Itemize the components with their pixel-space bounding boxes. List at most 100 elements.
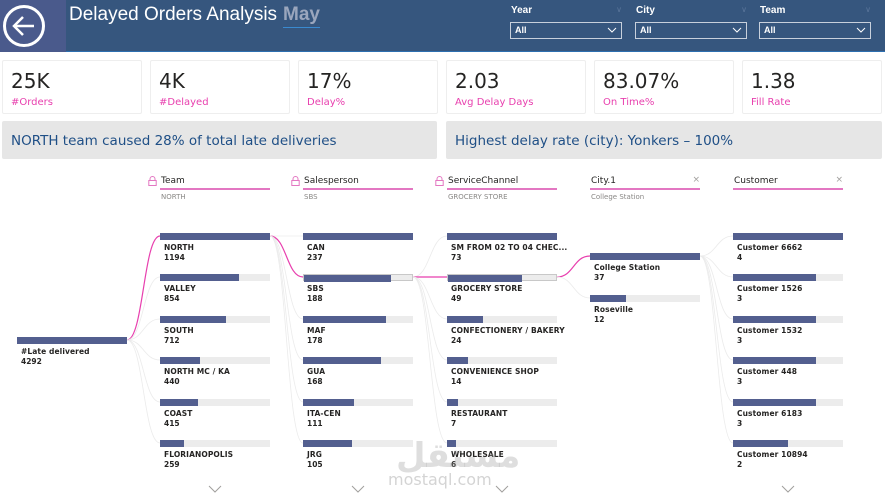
tree-node[interactable]: FLORIANOPOLIS 259 <box>160 440 270 476</box>
chevron-down-icon[interactable]: ∨ <box>616 5 622 14</box>
tree-node[interactable]: Customer 1532 3 <box>733 316 843 352</box>
bar-fill <box>160 357 201 364</box>
tree-node[interactable]: SM FROM 02 TO 04 CHEC... 73 <box>447 233 567 269</box>
back-button[interactable] <box>3 5 45 47</box>
chevron-down-icon[interactable] <box>208 479 222 493</box>
link <box>412 276 448 444</box>
close-icon[interactable]: × <box>835 175 843 185</box>
slicer-value: All <box>764 25 776 35</box>
node-label: Customer 1526 <box>737 284 803 293</box>
tree-level-underline <box>733 188 843 190</box>
lock-icon <box>148 176 157 186</box>
bar-fill <box>303 440 352 447</box>
tree-node[interactable]: Customer 6662 4 <box>733 233 843 269</box>
node-label: SM FROM 02 TO 04 CHEC... <box>451 243 568 252</box>
bar-fill <box>160 274 239 281</box>
city-dropdown[interactable]: All <box>635 22 747 39</box>
tree-node[interactable]: JRG 105 <box>303 440 413 476</box>
node-label: VALLEY <box>164 284 196 293</box>
kpi-label: Avg Delay Days <box>455 97 534 108</box>
bar-track <box>303 440 413 447</box>
chevron-down-icon <box>607 27 617 33</box>
tree-node[interactable]: Customer 10894 2 <box>733 440 843 476</box>
tree-node[interactable]: GUA 168 <box>303 357 413 393</box>
node-value: 168 <box>307 377 323 386</box>
link <box>412 276 448 320</box>
bar-fill <box>733 274 816 281</box>
tree-root-node[interactable]: #Late delivered 4292 <box>17 337 127 373</box>
tree-node[interactable]: SOUTH 712 <box>160 316 270 352</box>
tree-node[interactable]: VALLEY 854 <box>160 274 270 310</box>
slicer-label: Year <box>511 5 533 16</box>
bar-track <box>447 316 557 323</box>
tree-node[interactable]: NORTH 1194 <box>160 233 270 269</box>
link <box>126 339 161 403</box>
year-dropdown[interactable]: All <box>510 22 622 39</box>
close-icon[interactable]: × <box>692 175 700 185</box>
node-label: CONVENIENCE SHOP <box>451 367 539 376</box>
tree-node[interactable]: SBS 188 <box>303 274 413 310</box>
team-dropdown[interactable]: All <box>759 22 871 39</box>
node-value: 4 <box>737 253 743 262</box>
node-value: 259 <box>164 460 180 469</box>
tree-level-header[interactable]: ServiceChannel GROCERY STORE <box>435 175 557 205</box>
node-value: 415 <box>164 419 180 428</box>
tree-level-header[interactable]: Customer × <box>733 175 843 205</box>
link <box>412 235 448 278</box>
tree-node[interactable]: Customer 1526 3 <box>733 274 843 310</box>
bar-fill <box>303 233 413 240</box>
kpi-label: #Delayed <box>159 97 209 108</box>
link-selected <box>556 255 591 278</box>
month-label[interactable]: May <box>283 4 320 28</box>
bar-fill <box>447 233 557 240</box>
tree-node[interactable]: RESTAURANT 7 <box>447 399 557 435</box>
chevron-down-icon[interactable]: ∨ <box>741 5 747 14</box>
lock-icon <box>291 176 300 186</box>
bar-track <box>590 253 700 260</box>
chevron-down-icon[interactable] <box>351 479 365 493</box>
tree-node[interactable]: CAN 237 <box>303 233 413 269</box>
tree-node[interactable]: Customer 448 3 <box>733 357 843 393</box>
tree-level-header[interactable]: City.1 College Station × <box>590 175 700 205</box>
node-label: RESTAURANT <box>451 409 508 418</box>
tree-node[interactable]: MAF 178 <box>303 316 413 352</box>
kpi-value: 17% <box>307 69 352 93</box>
chevron-down-icon[interactable] <box>781 479 795 493</box>
node-label: Customer 6662 <box>737 243 803 252</box>
bar-track <box>303 357 413 364</box>
bar-fill <box>447 440 457 447</box>
tree-level-header[interactable]: Team NORTH <box>148 175 270 205</box>
back-button-area <box>0 0 66 52</box>
bar-fill <box>303 357 381 364</box>
kpi-value: 1.38 <box>751 69 796 93</box>
tree-node[interactable]: Roseville 12 <box>590 295 700 331</box>
tree-node[interactable]: GROCERY STORE 49 <box>447 274 557 310</box>
tree-level-header[interactable]: Salesperson SBS <box>291 175 413 205</box>
chevron-down-icon[interactable] <box>495 479 509 493</box>
link <box>269 235 304 361</box>
kpi-value: 83.07% <box>603 69 680 93</box>
tree-node[interactable]: Customer 6183 3 <box>733 399 843 435</box>
slicer-value: All <box>640 25 652 35</box>
bar-fill <box>733 440 788 447</box>
tree-node[interactable]: COAST 415 <box>160 399 270 435</box>
node-value: 37 <box>594 273 605 282</box>
node-value: 178 <box>307 336 323 345</box>
chevron-down-icon[interactable]: ∨ <box>865 5 871 14</box>
tree-node[interactable]: CONFECTIONERY / BAKERY 24 <box>447 316 565 352</box>
node-label: JRG <box>307 450 323 459</box>
link <box>126 318 161 341</box>
bar-track <box>17 337 127 344</box>
node-label: NORTH <box>164 243 194 252</box>
tree-node[interactable]: College Station 37 <box>590 253 700 289</box>
tree-node[interactable]: NORTH MC / KA 440 <box>160 357 270 393</box>
tree-node[interactable]: ITA-CEN 111 <box>303 399 413 435</box>
node-value: 7 <box>451 419 457 428</box>
link <box>699 255 734 278</box>
tree-node[interactable]: CONVENIENCE SHOP 14 <box>447 357 557 393</box>
node-value: 111 <box>307 419 323 428</box>
link <box>556 276 591 299</box>
tree-node[interactable]: WHOLESALE 6 <box>447 440 557 476</box>
bar-track <box>733 440 843 447</box>
